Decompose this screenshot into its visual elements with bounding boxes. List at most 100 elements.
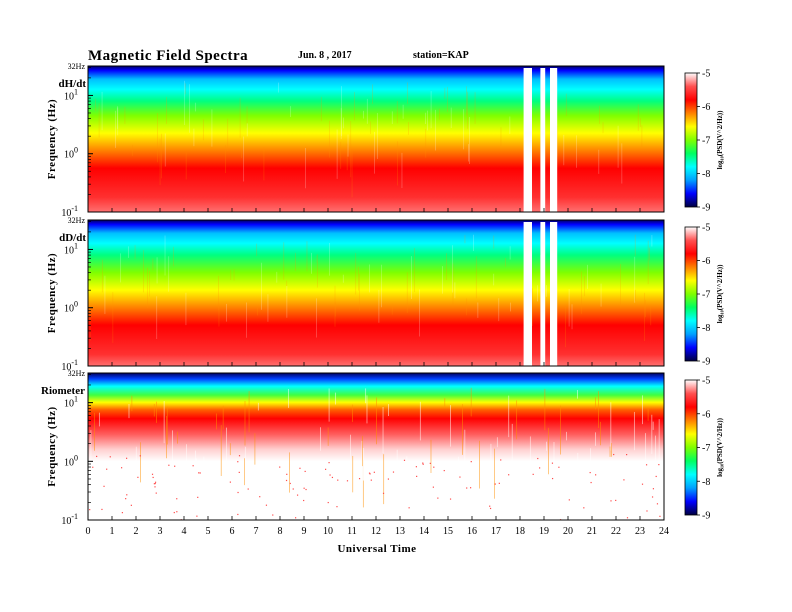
data-gap (540, 222, 546, 366)
noise-speck (96, 455, 98, 458)
noise-speck (103, 485, 105, 487)
noise-speck (470, 461, 472, 463)
noise-speck (199, 472, 201, 474)
colorbar-tick-label: -7 (702, 290, 710, 301)
noise-speck (154, 482, 156, 485)
noise-speck (336, 506, 338, 508)
x-axis: 0 1 2 3 4 5 6 7 8 9 10 11 12 13 14 15 16 17 18 19 20 21 22 23 24 (86, 526, 670, 537)
spectrogram-image (88, 66, 664, 212)
noise-speck (176, 498, 178, 500)
noise-speck (403, 459, 406, 461)
noise-speck (532, 473, 534, 475)
noise-speck (449, 498, 452, 500)
x-tick-label: 2 (134, 526, 139, 537)
colorbar-tick-label: -5 (702, 69, 710, 80)
noise-speck (537, 457, 539, 460)
noise-speck (325, 468, 327, 470)
colorbar-tick-label: -8 (702, 169, 710, 180)
noise-speck (279, 466, 281, 468)
noise-speck (305, 488, 307, 491)
noise-speck (373, 471, 375, 473)
noise-speck (626, 517, 629, 519)
colorbar-tick-label: -9 (702, 511, 710, 522)
noise-speck (101, 508, 103, 511)
data-gap (550, 222, 558, 366)
noise-speck (392, 471, 395, 473)
spectrogram-texture (89, 234, 653, 348)
y-tick-top-label: 32Hz (68, 62, 86, 71)
noise-speck (422, 463, 424, 465)
spectrogram-texture (89, 387, 661, 521)
noise-speck (152, 476, 154, 479)
noise-speck (197, 496, 199, 498)
x-tick-label: 4 (182, 526, 187, 537)
noise-speck (370, 479, 372, 481)
noise-speck (387, 478, 390, 480)
colorbar-label: log₁₀(PSD(V^2/Hz)) (716, 417, 724, 476)
x-tick-label: 15 (443, 526, 453, 537)
noise-speck (489, 505, 491, 507)
x-tick-label: 23 (635, 526, 645, 537)
spectrogram-image (88, 373, 664, 520)
noise-speck (623, 479, 625, 481)
noise-speck (299, 467, 301, 469)
spectrogram-image (88, 220, 664, 366)
y-tick-top-label: 32Hz (68, 216, 86, 225)
noise-speck (153, 483, 155, 485)
noise-speck (656, 503, 659, 505)
noise-speck (238, 471, 240, 473)
noise-speck (137, 476, 139, 478)
x-tick-label: 1 (110, 526, 115, 537)
noise-speck (168, 464, 170, 466)
noise-speck (645, 464, 648, 466)
noise-speck (176, 511, 178, 513)
noise-speck (198, 472, 200, 474)
noise-speck (304, 470, 306, 473)
x-axis-label: Universal Time (337, 543, 416, 555)
noise-speck (121, 467, 123, 469)
noise-speck (429, 462, 431, 464)
noise-speck (583, 507, 585, 509)
noise-speck (126, 457, 128, 459)
spectrogram-texture (87, 80, 643, 198)
noise-speck (590, 481, 592, 484)
x-tick-label: 11 (347, 526, 357, 537)
noise-speck (346, 480, 349, 482)
x-tick-label: 5 (206, 526, 211, 537)
noise-speck (155, 492, 157, 494)
x-tick-label: 10 (323, 526, 333, 537)
colorbar-tick-label: -9 (702, 357, 710, 368)
colorbar-tick-label: -9 (702, 203, 710, 214)
noise-speck (173, 511, 175, 514)
noise-speck (613, 453, 615, 456)
noise-speck (443, 469, 445, 472)
noise-speck (295, 517, 297, 519)
noise-speck (422, 462, 424, 464)
noise-speck (641, 483, 644, 485)
noise-speck (551, 462, 554, 464)
colorbar-tick-label: -7 (702, 136, 710, 147)
y-tick-label: 10-1 (61, 512, 78, 527)
x-tick-label: 0 (86, 526, 91, 537)
noise-speck (329, 474, 331, 476)
noise-speck (368, 472, 371, 474)
noise-speck (286, 473, 288, 475)
noise-speck (196, 515, 198, 517)
noise-speck (415, 466, 417, 468)
noise-speck (408, 507, 410, 509)
y-tick-label: 100 (64, 300, 78, 315)
noise-speck (659, 515, 661, 517)
x-tick-label: 8 (278, 526, 283, 537)
x-tick-label: 18 (515, 526, 525, 537)
noise-speck (658, 464, 660, 466)
data-gap (523, 222, 532, 366)
noise-speck (292, 488, 294, 490)
x-tick-label: 14 (419, 526, 429, 537)
colorbar-tick-label: -6 (702, 102, 710, 113)
noise-speck (416, 475, 418, 477)
noise-speck (498, 482, 500, 484)
data-gap (550, 68, 558, 212)
